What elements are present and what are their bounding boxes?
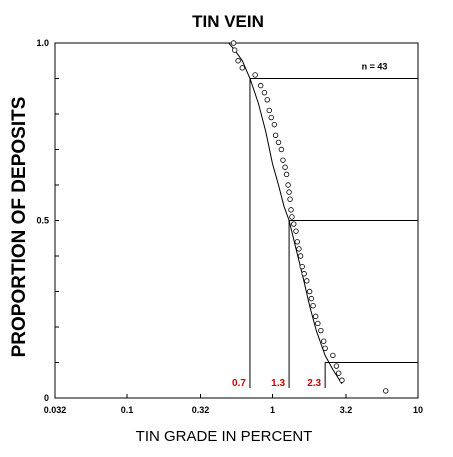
data-point: [282, 164, 288, 170]
data-point: [335, 370, 342, 376]
data-point: [383, 388, 389, 394]
data-point: [283, 171, 290, 178]
data-point: [266, 107, 272, 114]
fitted-curve-layer: [228, 42, 343, 385]
percentile-grade-label: 2.3: [307, 378, 321, 389]
data-point: [280, 157, 286, 163]
x-tick-label: 3.2: [340, 405, 353, 415]
x-tick-label: 1: [270, 405, 275, 415]
data-point: [299, 263, 305, 270]
data-point: [301, 271, 307, 277]
y-tick-label: 1.0: [36, 38, 49, 48]
y-tick-label: 0: [44, 393, 49, 403]
x-tick-label: 0.1: [121, 405, 134, 415]
axis-ticks: [54, 42, 419, 399]
data-point: [306, 288, 313, 295]
axis-tick-labels: 0.032 0.1 0.32 1 3.2 10 0 0.5 1.0: [36, 38, 423, 415]
data-point: [232, 47, 238, 53]
data-point: [272, 132, 279, 138]
data-point: [261, 89, 268, 96]
data-point: [275, 139, 282, 146]
data-point: [288, 207, 294, 213]
data-point: [333, 363, 340, 369]
fitted-curve: [228, 42, 343, 385]
data-point: [289, 214, 295, 220]
x-tick-label: 10: [413, 405, 423, 415]
data-point: [258, 82, 264, 89]
y-tick-label: 0.5: [36, 216, 49, 226]
data-point: [291, 221, 297, 227]
data-point: [271, 121, 278, 128]
data-point: [308, 295, 315, 302]
data-point: [315, 320, 321, 327]
x-tick-label: 0.032: [44, 405, 67, 415]
percentile-lines: 0.7 1.3 2.3: [232, 78, 418, 389]
data-point: [268, 114, 274, 121]
data-point: [297, 253, 304, 259]
data-point: [287, 196, 293, 202]
data-point: [293, 228, 299, 234]
x-tick-label: 0.32: [192, 405, 210, 415]
data-point: [312, 313, 319, 320]
sample-size-label: n = 43: [362, 62, 388, 72]
data-point: [264, 97, 270, 103]
chart-title: TIN VEIN: [192, 12, 264, 31]
percentile-grade-label: 0.7: [232, 378, 246, 389]
data-point: [235, 58, 241, 64]
percentile-grade-label: 1.3: [271, 378, 285, 389]
data-point: [285, 182, 291, 188]
data-point: [330, 352, 336, 359]
x-axis-label: TIN GRADE IN PERCENT: [136, 428, 313, 445]
data-point: [286, 189, 292, 195]
y-axis-label: PROPORTION OF DEPOSITS: [9, 97, 30, 358]
data-point: [339, 377, 345, 383]
data-point: [296, 246, 302, 252]
data-point: [304, 278, 310, 284]
data-point: [322, 345, 328, 351]
data-point: [321, 338, 327, 344]
data-point: [294, 239, 300, 245]
data-point: [230, 40, 237, 46]
observed-points: [230, 40, 389, 394]
data-point: [239, 65, 245, 71]
data-point: [278, 146, 285, 153]
data-point: [252, 72, 258, 78]
data-point: [310, 303, 316, 309]
data-point: [318, 327, 324, 334]
